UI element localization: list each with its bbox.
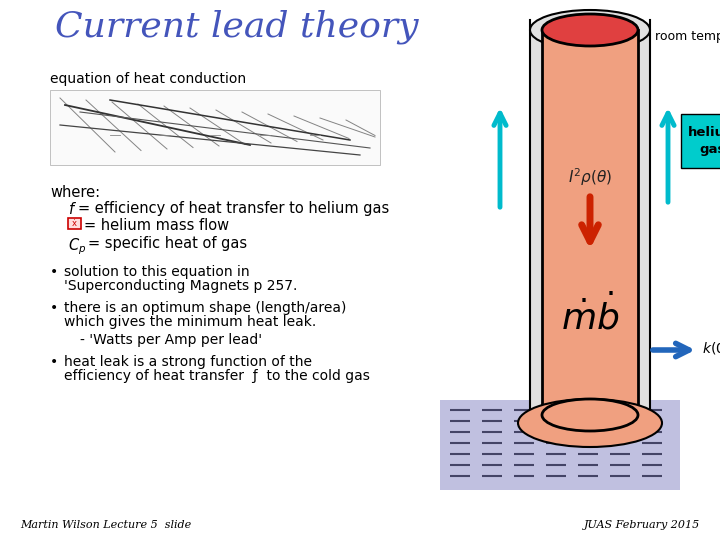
Text: = efficiency of heat transfer to helium gas: = efficiency of heat transfer to helium …: [78, 201, 390, 216]
Text: equation of heat conduction: equation of heat conduction: [50, 72, 246, 86]
Ellipse shape: [518, 399, 662, 447]
Bar: [68, 218, 81, 229]
FancyBboxPatch shape: [681, 114, 720, 168]
Bar: [50, 90, 380, 165]
Text: Martin Wilson Lecture 5  slide: Martin Wilson Lecture 5 slide: [20, 520, 192, 530]
Ellipse shape: [530, 10, 650, 50]
Text: •: •: [50, 301, 58, 315]
Bar: [542, 30, 638, 415]
Text: •: •: [50, 355, 58, 369]
Bar: [530, 30, 650, 415]
Text: $C_p$: $C_p$: [68, 236, 86, 256]
Text: where:: where:: [50, 185, 100, 200]
Text: helium
gas: helium gas: [688, 126, 720, 156]
Text: •: •: [50, 265, 58, 279]
Text: $\dot{m}\dot{b}$: $\dot{m}\dot{b}$: [561, 294, 619, 336]
Text: ẋ: ẋ: [72, 219, 77, 228]
Text: solution to this equation in: solution to this equation in: [64, 265, 250, 279]
Bar: [440, 400, 680, 490]
Text: efficiency of heat transfer  ƒ  to the cold gas: efficiency of heat transfer ƒ to the col…: [64, 369, 370, 383]
Text: = specific heat of gas: = specific heat of gas: [88, 236, 247, 251]
Text: there is an optimum shape (length/area): there is an optimum shape (length/area): [64, 301, 346, 315]
Text: JUAS February 2015: JUAS February 2015: [584, 520, 700, 530]
Text: which gives the minimum heat leak.: which gives the minimum heat leak.: [64, 315, 316, 329]
Text: room temp: room temp: [655, 30, 720, 43]
Text: Current lead theory: Current lead theory: [55, 10, 418, 44]
Text: = helium mass flow: = helium mass flow: [84, 218, 229, 233]
Text: 'Superconducting Magnets p 257.: 'Superconducting Magnets p 257.: [64, 279, 297, 293]
Text: $k(0)A\,\dfrac{d\theta}{dx}$: $k(0)A\,\dfrac{d\theta}{dx}$: [702, 335, 720, 365]
Text: $f$: $f$: [68, 201, 77, 217]
Ellipse shape: [542, 14, 638, 46]
Text: heat leak is a strong function of the: heat leak is a strong function of the: [64, 355, 312, 369]
Text: - 'Watts per Amp per lead': - 'Watts per Amp per lead': [80, 333, 262, 347]
Ellipse shape: [542, 399, 638, 431]
Text: $I^2\rho(\theta)$: $I^2\rho(\theta)$: [568, 166, 612, 188]
